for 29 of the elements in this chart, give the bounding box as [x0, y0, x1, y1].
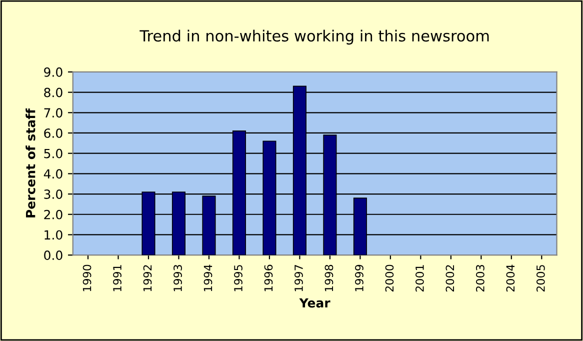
y-tick-label: 5.0: [44, 148, 62, 158]
x-tick-label: 2005: [536, 265, 545, 292]
x-tick-label: 2002: [446, 265, 454, 292]
y-tick-label: 8.0: [44, 88, 62, 98]
x-tick-label: 1991: [113, 265, 122, 292]
y-tick-label: 0.0: [44, 250, 62, 260]
x-tick-label: 1999: [355, 264, 364, 292]
x-tick-label: 1993: [174, 264, 182, 292]
x-tick-label: 1994: [204, 264, 212, 292]
x-tick-label: 2000: [385, 264, 394, 292]
y-tick-label: 2.0: [44, 210, 62, 220]
y-tick-label: 3.0: [44, 190, 62, 199]
x-tick-label: 1998: [324, 264, 334, 292]
chart-title: Trend in non-whites working in this newsroom: [140, 30, 489, 45]
x-tick-label: 1997: [294, 265, 303, 292]
x-tick-label: 1990: [82, 264, 92, 292]
y-tick-label: 9.0: [44, 67, 62, 77]
x-tick-label: 2001: [415, 265, 424, 292]
x-tick-label: 2004: [506, 264, 515, 292]
y-tick-label: 1.0: [44, 230, 62, 240]
x-tick-label: 1992: [143, 265, 152, 292]
x-tick-label: 1996: [264, 264, 273, 292]
y-tick-label: 6.0: [44, 128, 62, 138]
x-tick-label: 1995: [234, 265, 242, 292]
y-tick-label: 7.0: [44, 108, 62, 118]
y-tick-label: 4.0: [44, 169, 62, 179]
x-tick-label: 2003: [476, 264, 484, 292]
y-axis-title: Percent of staff: [26, 108, 36, 218]
x-axis-title: Year: [299, 298, 330, 308]
